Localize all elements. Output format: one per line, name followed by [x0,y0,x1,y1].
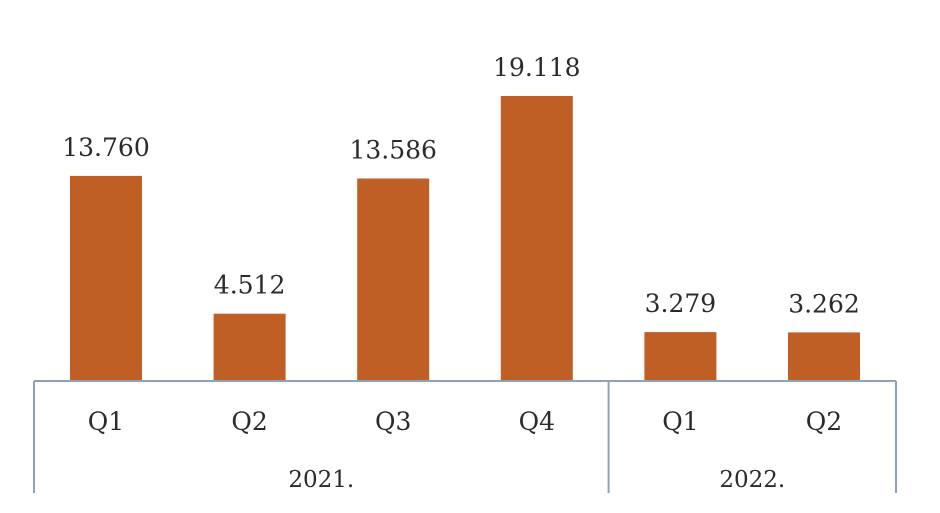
group-label: 2022. [719,467,785,493]
x-tick-label: Q1 [662,407,698,436]
x-tick-label: Q1 [88,407,124,436]
data-label: 19.118 [493,53,580,82]
data-label: 13.586 [349,136,436,165]
bar-2021-q3 [357,178,430,381]
bar-2021-q2 [213,313,286,381]
bar-2021-q1 [70,175,142,381]
value-labels-group: 13.760 4.512 13.586 19.118 3.279 3.262 [62,53,860,318]
data-label: 4.512 [214,271,286,300]
data-label: 13.760 [62,133,149,162]
category-axis: Q1 Q2 Q3 Q4 Q1 Q2 2021. 2022. [33,380,897,493]
x-tick-label: Q2 [806,407,842,436]
group-label: 2021. [288,467,354,493]
bars-group [70,96,860,381]
bar-2022-q2 [788,332,860,381]
x-tick-label: Q2 [231,407,267,436]
x-tick-label: Q3 [375,407,411,436]
data-label: 3.262 [788,289,860,318]
x-tick-label: Q4 [519,407,555,436]
bar-2021-q4 [500,96,573,381]
bar-2022-q1 [644,332,717,381]
data-label: 3.279 [645,289,717,318]
